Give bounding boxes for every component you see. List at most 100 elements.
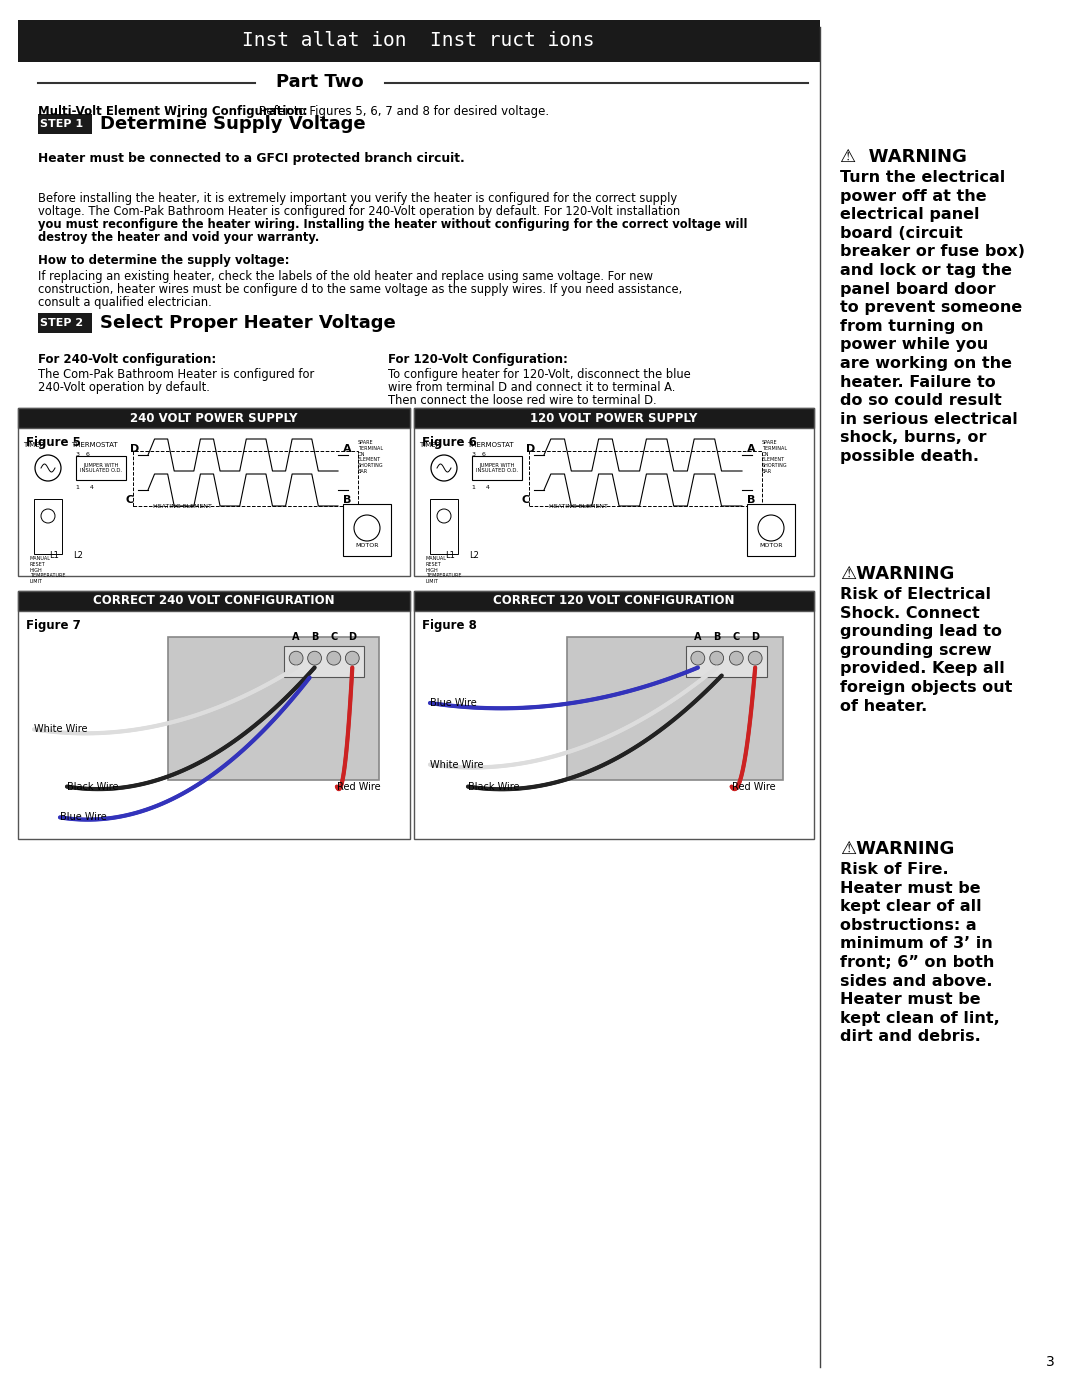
Circle shape (691, 651, 705, 665)
Text: Heater must be connected to a GFCI protected branch circuit.: Heater must be connected to a GFCI prote… (38, 152, 464, 165)
Text: Black Wire: Black Wire (468, 781, 519, 792)
Text: A: A (747, 444, 756, 454)
Bar (18, 408, 410, 427)
Bar (414, 408, 814, 576)
Text: D: D (526, 444, 536, 454)
Text: To configure heater for 120-Volt, disconnect the blue: To configure heater for 120-Volt, discon… (388, 367, 691, 381)
Text: MANUAL
RESET
HIGH
TEMPERATURE
LIMIT: MANUAL RESET HIGH TEMPERATURE LIMIT (30, 556, 66, 584)
Text: 120 VOLT POWER SUPPLY: 120 VOLT POWER SUPPLY (530, 412, 698, 425)
Bar (414, 408, 814, 427)
Text: Figure 7: Figure 7 (26, 619, 81, 631)
Bar (414, 591, 814, 840)
Circle shape (346, 651, 360, 665)
Text: B: B (747, 495, 755, 504)
Bar (18, 20, 820, 61)
Text: Red Wire: Red Wire (731, 781, 775, 792)
Text: L1: L1 (445, 550, 455, 560)
Text: D: D (752, 631, 759, 641)
Text: JUMPER WITH
INSULATED O.D.: JUMPER WITH INSULATED O.D. (80, 462, 122, 474)
Bar (472, 455, 522, 481)
Text: Blue Wire: Blue Wire (430, 698, 476, 708)
Text: Risk of Electrical
Shock. Connect
grounding lead to
grounding screw
provided. Ke: Risk of Electrical Shock. Connect ground… (840, 587, 1012, 714)
Text: Black Wire: Black Wire (67, 781, 119, 792)
Text: 3   6: 3 6 (76, 453, 90, 457)
Text: Blue Wire: Blue Wire (60, 813, 107, 823)
Text: JUMPER WITH
INSULATED O.D.: JUMPER WITH INSULATED O.D. (476, 462, 518, 474)
Text: 240-Volt operation by default.: 240-Volt operation by default. (38, 381, 210, 394)
Text: 3: 3 (1047, 1355, 1055, 1369)
Text: Red Wire: Red Wire (337, 781, 380, 792)
Bar (38, 115, 92, 134)
Bar (686, 645, 768, 678)
Text: A: A (343, 444, 352, 454)
Text: 1     4: 1 4 (472, 485, 490, 490)
Circle shape (729, 651, 743, 665)
Text: Part Two: Part Two (276, 73, 364, 91)
Bar (343, 504, 391, 556)
Text: CORRECT 120 VOLT CONFIGURATION: CORRECT 120 VOLT CONFIGURATION (494, 595, 734, 608)
Bar (133, 451, 357, 506)
Text: For 240-Volt configuration:: For 240-Volt configuration: (38, 353, 216, 366)
Text: L2: L2 (73, 550, 83, 560)
Text: HEATING ELEMENT: HEATING ELEMENT (549, 504, 608, 509)
Text: SPARE
TERMINAL
ON
ELEMENT
SHORTING
BAR: SPARE TERMINAL ON ELEMENT SHORTING BAR (762, 440, 787, 474)
Text: STEP 2: STEP 2 (40, 319, 83, 328)
Text: MANUAL
RESET
HIGH
TEMPERATURE
LIMIT: MANUAL RESET HIGH TEMPERATURE LIMIT (426, 556, 461, 584)
Text: TIMER: TIMER (419, 441, 441, 448)
Text: destroy the heater and void your warranty.: destroy the heater and void your warrant… (38, 231, 320, 244)
Text: Figure 5: Figure 5 (26, 436, 81, 448)
Text: SPARE
TERMINAL
ON
ELEMENT
SHORTING
BAR: SPARE TERMINAL ON ELEMENT SHORTING BAR (357, 440, 383, 474)
Text: D: D (348, 631, 356, 641)
Text: Before installing the heater, it is extremely important you verify the heater is: Before installing the heater, it is extr… (38, 191, 677, 205)
Text: wire from terminal D and connect it to terminal A.: wire from terminal D and connect it to t… (388, 381, 675, 394)
Text: If replacing an existing heater, check the labels of the old heater and replace : If replacing an existing heater, check t… (38, 270, 653, 284)
Text: White Wire: White Wire (33, 725, 87, 735)
Text: Determine Supply Voltage: Determine Supply Voltage (100, 115, 366, 133)
Bar (284, 645, 364, 678)
Bar (430, 499, 458, 555)
Bar (76, 455, 126, 481)
Text: C: C (732, 631, 740, 641)
Circle shape (327, 651, 341, 665)
Text: Figure 6: Figure 6 (422, 436, 477, 448)
Text: HEATING ELEMENT: HEATING ELEMENT (153, 504, 212, 509)
Text: MOTOR: MOTOR (759, 543, 783, 548)
Text: A: A (694, 631, 702, 641)
Text: CORRECT 240 VOLT CONFIGURATION: CORRECT 240 VOLT CONFIGURATION (93, 595, 335, 608)
Text: D: D (130, 444, 139, 454)
Circle shape (748, 651, 762, 665)
Bar (33, 499, 62, 555)
Text: Multi-Volt Element Wiring Configuration:: Multi-Volt Element Wiring Configuration: (38, 105, 308, 117)
Text: voltage. The Com-Pak Bathroom Heater is configured for 240-Volt operation by def: voltage. The Com-Pak Bathroom Heater is … (38, 205, 680, 218)
Text: 1     4: 1 4 (76, 485, 94, 490)
Text: Inst allat ion  Inst ruct ions: Inst allat ion Inst ruct ions (242, 32, 594, 50)
Text: Turn the electrical
power off at the
electrical panel
board (circuit
breaker or : Turn the electrical power off at the ele… (840, 170, 1025, 464)
Text: 3   6: 3 6 (472, 453, 486, 457)
Text: C: C (522, 495, 530, 504)
Text: ⚠WARNING: ⚠WARNING (840, 564, 955, 583)
Bar (38, 313, 92, 332)
Text: consult a qualified electrician.: consult a qualified electrician. (38, 296, 212, 309)
Bar (414, 591, 814, 610)
Text: A: A (293, 631, 300, 641)
Text: L2: L2 (469, 550, 478, 560)
Text: STEP 1: STEP 1 (40, 119, 83, 129)
Bar (18, 408, 410, 576)
Text: B: B (713, 631, 720, 641)
Text: C: C (126, 495, 134, 504)
Text: How to determine the supply voltage:: How to determine the supply voltage: (38, 254, 289, 267)
Text: Risk of Fire.
Heater must be
kept clear of all
obstructions: a
minimum of 3’ in
: Risk of Fire. Heater must be kept clear … (840, 862, 1000, 1045)
Text: construction, heater wires must be configure d to the same voltage as the supply: construction, heater wires must be confi… (38, 284, 683, 296)
Text: B: B (343, 495, 351, 504)
Bar (567, 637, 783, 780)
Bar (529, 451, 762, 506)
Bar (747, 504, 795, 556)
Text: MOTOR: MOTOR (355, 543, 379, 548)
Text: THERMOSTAT: THERMOSTAT (467, 441, 513, 448)
Text: Figure 8: Figure 8 (422, 619, 477, 631)
Text: The Com-Pak Bathroom Heater is configured for: The Com-Pak Bathroom Heater is configure… (38, 367, 314, 381)
Text: TIMER: TIMER (24, 441, 44, 448)
Text: B: B (311, 631, 319, 641)
Circle shape (710, 651, 724, 665)
Circle shape (308, 651, 322, 665)
